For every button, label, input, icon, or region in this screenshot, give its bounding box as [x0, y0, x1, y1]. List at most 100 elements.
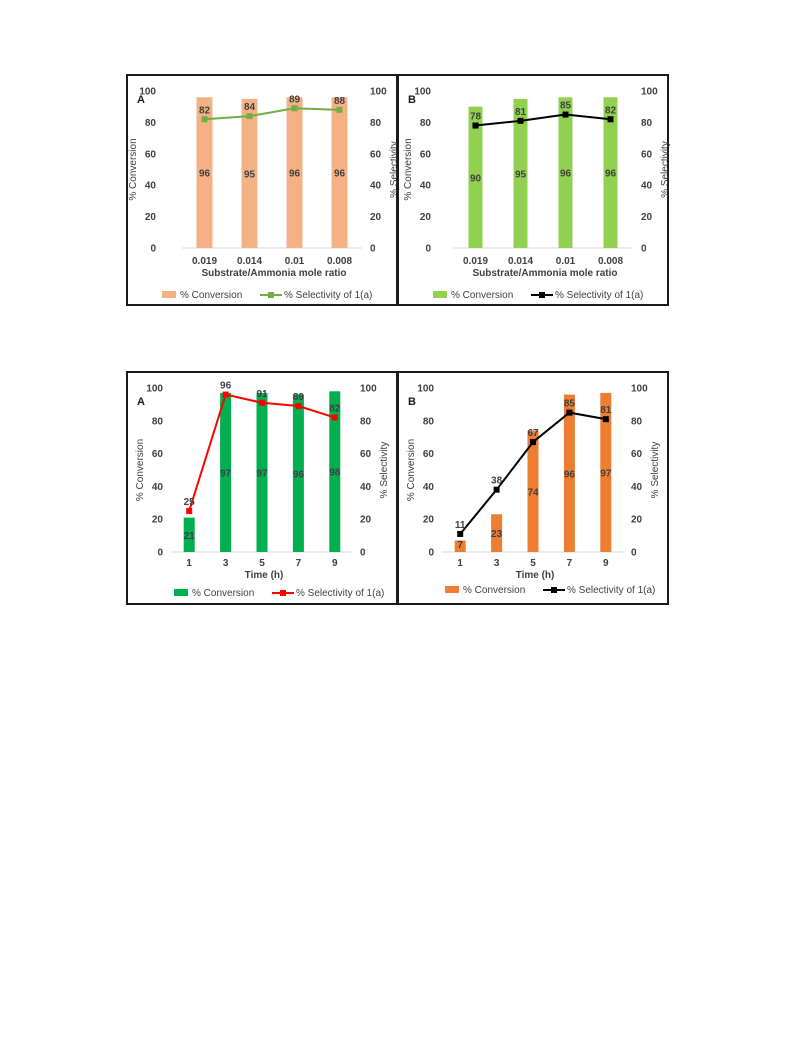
- line-data-label: 67: [527, 428, 539, 439]
- line-marker: [336, 106, 343, 113]
- line-data-label: 89: [293, 392, 305, 403]
- x-tick-label: 0.014: [508, 256, 533, 267]
- bar-conversion: [256, 392, 268, 552]
- bar-conversion: [329, 391, 341, 552]
- x-tick-label: 0.01: [556, 256, 576, 267]
- bar-data-label: 96: [293, 469, 305, 480]
- bar-data-label: 96: [334, 169, 346, 180]
- legend-label-conversion: % Conversion: [192, 588, 254, 599]
- chart-panel-2: B 0 0 20 20 40 40 60 60 80 80 100 100 % Conversion % S…: [397, 74, 671, 306]
- y-tick-label: 20: [423, 515, 435, 526]
- x-tick-label: 1: [457, 558, 463, 569]
- bar-conversion: [220, 392, 232, 552]
- line-selectivity: [204, 107, 340, 121]
- y-tick-label: 60: [420, 149, 432, 160]
- y-tick-label: 80: [423, 416, 435, 427]
- bar-conversion: [454, 540, 466, 552]
- line-data-label: 88: [334, 96, 346, 107]
- bar-conversion: [603, 97, 618, 248]
- x-tick-label: 5: [259, 558, 265, 569]
- y-tick-label: 60: [152, 449, 164, 460]
- line-marker: [222, 391, 229, 398]
- legend-label-selectivity: % Selectivity of 1(a): [555, 290, 643, 301]
- bar-data-label: 90: [470, 173, 482, 184]
- line-marker: [201, 116, 208, 123]
- x-tick-label: 9: [603, 558, 609, 569]
- y-tick-label: 40: [152, 482, 164, 493]
- y-tick-label: 40: [420, 181, 432, 192]
- bar-data-label: 96: [605, 169, 617, 180]
- x-axis-title: Time (h): [245, 570, 284, 581]
- y-axis-title: % Conversion: [406, 439, 417, 501]
- line-data-label: 78: [470, 112, 482, 123]
- legend-label-selectivity: % Selectivity of 1(a): [567, 585, 655, 596]
- y2-tick-label: 100: [370, 87, 387, 98]
- y2-tick-label: 20: [360, 515, 372, 526]
- y2-tick-label: 0: [370, 244, 376, 255]
- bar-conversion: [286, 97, 303, 248]
- x-tick-label: 0.008: [598, 256, 623, 267]
- line-marker: [331, 414, 338, 421]
- y-tick-label: 20: [145, 212, 157, 223]
- bar-data-label: 95: [244, 169, 256, 180]
- x-tick-label: 3: [494, 558, 500, 569]
- y2-tick-label: 0: [360, 548, 366, 559]
- bar-data-label: 96: [289, 169, 301, 180]
- bar-data-label: 23: [491, 529, 503, 540]
- y-tick-label: 20: [152, 515, 164, 526]
- y2-tick-label: 40: [631, 482, 643, 493]
- y2-tick-label: 100: [631, 384, 648, 395]
- y2-axis-title: % Selectivity: [660, 141, 671, 198]
- line-data-label: 96: [220, 381, 232, 392]
- y-tick-label: 40: [145, 181, 157, 192]
- y-axis-title: % Conversion: [403, 138, 414, 200]
- bar-conversion: [563, 394, 575, 552]
- y-tick-label: 40: [423, 482, 435, 493]
- legend-label-selectivity: % Selectivity of 1(a): [296, 588, 384, 599]
- bar-data-label: 95: [515, 169, 527, 180]
- line-data-label: 82: [605, 105, 617, 116]
- bar-conversion: [527, 430, 539, 552]
- bar-data-label: 98: [329, 468, 341, 479]
- y2-tick-label: 0: [631, 548, 637, 559]
- panel-label: A: [137, 396, 145, 408]
- x-tick-label: 9: [332, 558, 338, 569]
- y2-tick-label: 40: [641, 181, 653, 192]
- y2-tick-label: 60: [370, 149, 382, 160]
- bar-data-label: 97: [220, 468, 232, 479]
- legend-label-selectivity: % Selectivity of 1(a): [284, 290, 372, 301]
- bar-data-label: 21: [184, 531, 196, 542]
- y-tick-label: 0: [428, 548, 434, 559]
- bar-conversion: [468, 106, 483, 248]
- y-axis-title: % Conversion: [135, 439, 146, 501]
- bar-conversion: [196, 97, 213, 248]
- y2-tick-label: 20: [641, 212, 653, 223]
- panel-label: A: [137, 94, 145, 106]
- line-marker: [493, 486, 500, 493]
- line-marker: [246, 113, 253, 120]
- bar-conversion: [183, 517, 195, 552]
- y-tick-label: 0: [157, 548, 163, 559]
- y2-axis-title: % Selectivity: [650, 442, 661, 499]
- x-tick-label: 0.01: [285, 256, 305, 267]
- bar-data-label: 96: [199, 169, 211, 180]
- y-tick-label: 100: [414, 87, 431, 98]
- line-marker: [291, 105, 298, 112]
- bar-conversion: [600, 392, 612, 552]
- chart-4-svg: B 0 0 20 20 40 40 60 60 80 80 100 100 % Conversion % S…: [406, 384, 661, 597]
- bar-data-label: 74: [527, 487, 539, 498]
- y2-tick-label: 40: [360, 482, 372, 493]
- x-tick-label: 0.019: [463, 256, 488, 267]
- bar-data-label: 97: [600, 468, 612, 479]
- line-data-label: 25: [184, 497, 196, 508]
- legend-swatch-conversion: [445, 586, 459, 593]
- line-marker: [186, 508, 193, 514]
- line-selectivity: [475, 113, 611, 127]
- y2-axis-title: % Selectivity: [389, 141, 400, 198]
- line-data-label: 11: [455, 520, 466, 531]
- y2-tick-label: 60: [631, 449, 643, 460]
- x-tick-label: 5: [530, 558, 536, 569]
- y-tick-label: 60: [145, 149, 157, 160]
- line-marker: [607, 116, 614, 123]
- line-marker: [530, 439, 536, 446]
